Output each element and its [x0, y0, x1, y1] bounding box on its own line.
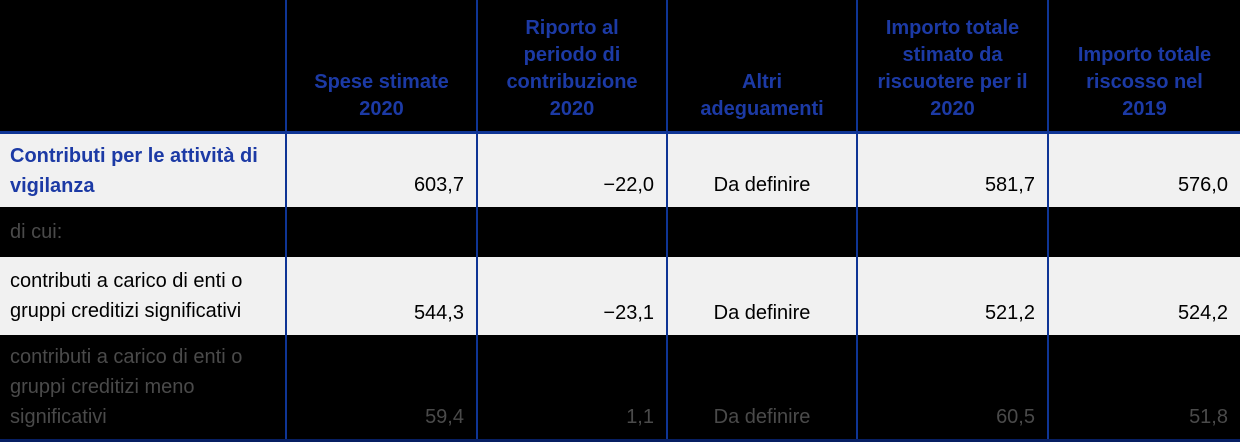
- cell-di-cui-5: [1049, 207, 1240, 257]
- cell-importo-stimato-meno-significativi: 60,5: [858, 335, 1049, 439]
- row-label-di-cui: di cui:: [0, 207, 287, 257]
- cell-riporto-vigilanza: −22,0: [478, 134, 668, 207]
- row-label-contributi-vigilanza: Contributi per le attività di vigilanza: [0, 134, 287, 207]
- cell-altri-adeguamenti-vigilanza: Da definire: [668, 134, 858, 207]
- cell-di-cui-3: [668, 207, 858, 257]
- cell-riporto-significativi: −23,1: [478, 257, 668, 335]
- cell-importo-stimato-significativi: 521,2: [858, 257, 1049, 335]
- row-label-enti-significativi: contributi a carico di enti o gruppi cre…: [0, 257, 287, 335]
- cell-di-cui-1: [287, 207, 478, 257]
- header-empty-cell: [0, 0, 287, 134]
- row-label-enti-meno-significativi: contributi a carico di enti o gruppi cre…: [0, 335, 287, 439]
- header-altri-adeguamenti: Altri adeguamenti: [668, 0, 858, 134]
- header-importo-totale-riscosso-2019: Importo totale riscosso nel 2019: [1049, 0, 1240, 134]
- cell-importo-riscosso-meno-significativi: 51,8: [1049, 335, 1240, 439]
- cell-riporto-meno-significativi: 1,1: [478, 335, 668, 439]
- header-importo-totale-stimato-2020: Importo totale stimato da riscuotere per…: [858, 0, 1049, 134]
- cell-spese-stimate-significativi: 544,3: [287, 257, 478, 335]
- cell-di-cui-2: [478, 207, 668, 257]
- cell-di-cui-4: [858, 207, 1049, 257]
- cell-importo-stimato-vigilanza: 581,7: [858, 134, 1049, 207]
- cell-importo-riscosso-significativi: 524,2: [1049, 257, 1240, 335]
- header-riporto-periodo-contribuzione-2020: Riporto al periodo di contribuzione 2020: [478, 0, 668, 134]
- cell-altri-adeguamenti-meno-significativi: Da definire: [668, 335, 858, 439]
- header-spese-stimate-2020: Spese stimate 2020: [287, 0, 478, 134]
- cell-importo-riscosso-vigilanza: 576,0: [1049, 134, 1240, 207]
- cell-spese-stimate-vigilanza: 603,7: [287, 134, 478, 207]
- cell-spese-stimate-meno-significativi: 59,4: [287, 335, 478, 439]
- cell-altri-adeguamenti-significativi: Da definire: [668, 257, 858, 335]
